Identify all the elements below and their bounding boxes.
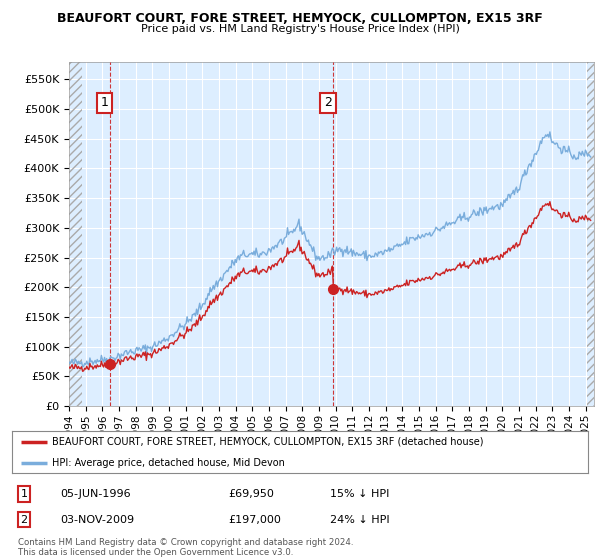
Text: Price paid vs. HM Land Registry's House Price Index (HPI): Price paid vs. HM Land Registry's House … [140,24,460,34]
Text: £197,000: £197,000 [228,515,281,525]
Text: 15% ↓ HPI: 15% ↓ HPI [330,489,389,499]
Text: 2: 2 [20,515,28,525]
Text: 2: 2 [324,96,332,109]
Text: Contains HM Land Registry data © Crown copyright and database right 2024.
This d: Contains HM Land Registry data © Crown c… [18,538,353,557]
Text: £69,950: £69,950 [228,489,274,499]
Text: 24% ↓ HPI: 24% ↓ HPI [330,515,389,525]
Text: 03-NOV-2009: 03-NOV-2009 [60,515,134,525]
Text: 1: 1 [101,96,109,109]
Text: 1: 1 [20,489,28,499]
Text: 05-JUN-1996: 05-JUN-1996 [60,489,131,499]
Text: BEAUFORT COURT, FORE STREET, HEMYOCK, CULLOMPTON, EX15 3RF: BEAUFORT COURT, FORE STREET, HEMYOCK, CU… [57,12,543,25]
Text: HPI: Average price, detached house, Mid Devon: HPI: Average price, detached house, Mid … [52,458,285,468]
Text: BEAUFORT COURT, FORE STREET, HEMYOCK, CULLOMPTON, EX15 3RF (detached house): BEAUFORT COURT, FORE STREET, HEMYOCK, CU… [52,437,484,447]
